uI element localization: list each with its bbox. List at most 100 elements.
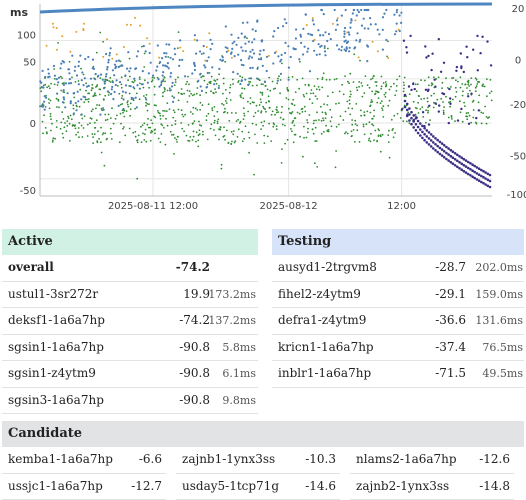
green-point <box>225 129 228 132</box>
server-name[interactable]: deksf1-1a6a7hp <box>8 313 105 327</box>
green-point <box>93 133 96 136</box>
testing-row[interactable]: defra1-z4ytm9 -36.6 131.6ms <box>272 308 524 335</box>
blue-point <box>251 66 254 69</box>
blue-point <box>230 33 233 36</box>
server-name[interactable]: fihel2-z4ytm9 <box>278 286 361 301</box>
active-row[interactable]: sgsin1-z4ytm9 -90.8 6.1ms <box>2 361 258 388</box>
green-point <box>109 117 112 119</box>
candidate-row[interactable]: kemba1-1a6a7hp -6.6 <box>2 447 166 474</box>
purple-point <box>438 104 441 107</box>
purple-point <box>438 146 442 150</box>
green-point <box>392 127 394 130</box>
server-name[interactable]: ustul1-3sr272r <box>8 286 99 301</box>
server-name[interactable]: ussjc1-1a6a7hp <box>8 478 103 493</box>
candidate-row[interactable]: nlams2-1a6a7hp -12.6 <box>350 447 514 474</box>
candidate-row[interactable]: ussjc1-1a6a7hp -12.7 <box>2 474 166 500</box>
green-point <box>361 95 364 98</box>
green-point <box>74 127 77 130</box>
blue-point <box>359 38 362 41</box>
blue-point <box>68 72 71 75</box>
green-point <box>311 102 314 104</box>
candidate-row[interactable]: zajnb1-1ynx3ss -10.3 <box>176 447 340 474</box>
server-name[interactable]: sgsin3-1a6a7hp <box>8 392 104 407</box>
server-name[interactable]: ausyd1-2trgvm8 <box>278 260 377 274</box>
active-row[interactable]: overall -74.2 <box>2 255 258 282</box>
purple-point <box>455 69 458 73</box>
testing-row[interactable]: fihel2-z4ytm9 -29.1 159.0ms <box>272 282 524 308</box>
active-row[interactable]: sgsin3-1a6a7hp -90.8 9.8ms <box>2 388 258 414</box>
green-point <box>370 99 373 101</box>
testing-row[interactable]: kricn1-1a6a7hp -37.4 76.5ms <box>272 335 524 361</box>
server-name[interactable]: kricn1-1a6a7hp <box>278 339 374 354</box>
purple-point <box>427 54 430 58</box>
blue-point <box>164 64 167 67</box>
blue-point <box>211 66 214 69</box>
green-point <box>163 76 166 79</box>
server-name[interactable]: usday5-1tcp71g <box>182 478 280 493</box>
active-row[interactable]: ustul1-3sr272r 19.9 173.2ms <box>2 282 258 308</box>
active-row[interactable]: deksf1-1a6a7hp -74.2 137.2ms <box>2 308 258 335</box>
testing-row[interactable]: ausyd1-2trgvm8 -28.7 202.0ms <box>272 255 524 282</box>
server-name[interactable]: zajnb2-1ynx3ss <box>356 478 450 493</box>
green-point <box>222 92 224 95</box>
green-point <box>333 78 336 81</box>
server-name[interactable]: sgsin1-1a6a7hp <box>8 339 104 354</box>
green-point <box>323 47 326 49</box>
blue-point <box>337 48 341 51</box>
green-point <box>369 104 372 107</box>
server-name[interactable]: inblr1-1a6a7hp <box>278 366 372 380</box>
blue-point <box>203 64 206 67</box>
green-point <box>148 86 151 89</box>
green-point <box>144 96 147 99</box>
active-row[interactable]: sgsin1-1a6a7hp -90.8 5.8ms <box>2 335 258 361</box>
server-name[interactable]: kemba1-1a6a7hp <box>8 452 113 466</box>
server-name[interactable]: sgsin1-z4ytm9 <box>8 366 96 380</box>
green-point <box>384 81 387 83</box>
blue-point <box>256 77 259 80</box>
green-point <box>251 84 254 87</box>
blue-point <box>41 69 44 72</box>
green-point <box>448 101 450 104</box>
green-point <box>299 135 301 138</box>
blue-point <box>79 54 82 57</box>
green-point <box>63 126 66 129</box>
green-point <box>294 117 297 119</box>
blue-point <box>94 72 97 76</box>
green-point <box>249 81 252 83</box>
green-point <box>183 92 186 95</box>
green-point <box>285 97 288 99</box>
blue-point <box>261 39 264 42</box>
green-point <box>120 97 123 99</box>
green-point <box>222 135 225 138</box>
server-name[interactable]: zajnb1-1ynx3ss <box>182 452 276 466</box>
green-point <box>378 129 380 132</box>
testing-row[interactable]: inblr1-1a6a7hp -71.5 49.5ms <box>272 361 524 388</box>
blue-point <box>115 60 118 63</box>
blue-point <box>133 77 136 80</box>
green-point <box>231 140 233 143</box>
server-name[interactable]: defra1-z4ytm9 <box>278 313 367 327</box>
blue-point <box>287 78 290 81</box>
green-point <box>425 121 427 124</box>
green-point <box>457 80 459 83</box>
green-point <box>146 109 149 112</box>
candidate-row[interactable]: usday5-1tcp71g -14.6 <box>176 474 340 500</box>
candidate-row[interactable]: zajnb2-1ynx3ss -14.8 <box>350 474 514 500</box>
green-point <box>134 107 137 110</box>
green-point <box>89 122 91 125</box>
green-point <box>243 114 246 117</box>
blue-point <box>344 8 347 12</box>
green-point <box>180 88 183 90</box>
green-point <box>224 100 227 102</box>
green-point <box>188 95 191 97</box>
purple-point <box>484 171 487 174</box>
blue-point <box>348 33 351 36</box>
blue-point <box>39 80 42 83</box>
green-point <box>432 106 435 109</box>
green-point <box>326 104 329 106</box>
green-point <box>108 80 111 82</box>
server-name[interactable]: nlams2-1a6a7hp <box>356 452 457 466</box>
server-name[interactable]: overall <box>8 260 54 274</box>
green-point <box>143 95 145 97</box>
